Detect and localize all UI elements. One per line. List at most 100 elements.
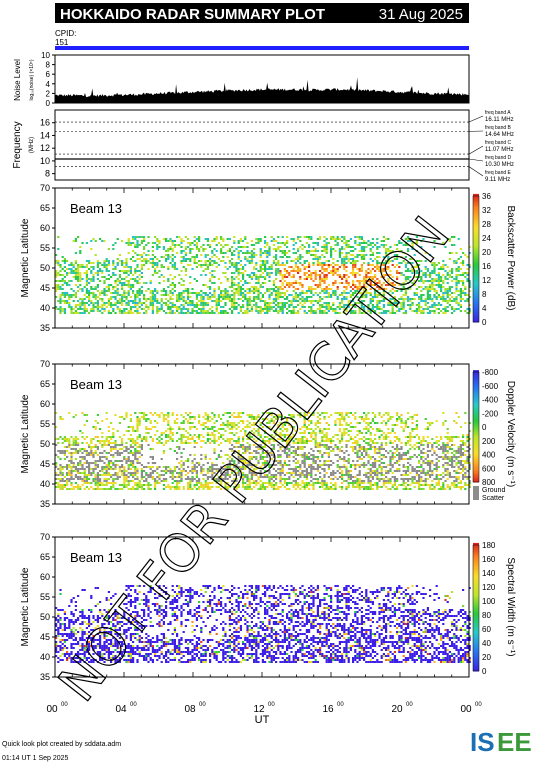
scatter-cell	[57, 236, 60, 238]
colorbar-segment	[473, 266, 479, 270]
scatter-cell	[455, 262, 458, 264]
scatter-cell	[319, 280, 322, 282]
scatter-cell	[224, 472, 227, 474]
scatter-cell	[270, 428, 273, 430]
scatter-cell	[453, 310, 456, 312]
scatter-cell	[332, 258, 335, 260]
scatter-cell	[239, 468, 242, 470]
scatter-cell	[255, 450, 258, 452]
scatter-cell	[437, 284, 440, 286]
scatter-cell	[204, 256, 207, 258]
scatter-cell	[213, 292, 216, 294]
panel-background	[55, 188, 469, 328]
scatter-cell	[114, 292, 117, 294]
scatter-cell	[224, 478, 227, 480]
scatter-cell	[281, 274, 284, 276]
frequency-band-pointer	[468, 166, 484, 177]
scatter-cell	[57, 482, 60, 484]
scatter-cell	[268, 438, 271, 440]
scatter-cell	[244, 486, 247, 488]
scatter-cell	[101, 306, 104, 308]
scatter-cell	[96, 308, 99, 310]
scatter-cell	[171, 260, 174, 262]
scatter-cell	[202, 436, 205, 438]
scatter-cell	[437, 278, 440, 280]
scatter-cell	[171, 240, 174, 242]
scatter-cell	[121, 286, 124, 288]
scatter-cell	[371, 254, 374, 256]
scatter-cell	[242, 274, 245, 276]
scatter-cell	[338, 256, 341, 258]
scatter-cell	[299, 298, 302, 300]
scatter-cell	[367, 304, 370, 306]
scatter-cell	[231, 444, 234, 446]
scatter-cell	[55, 288, 58, 290]
scatter-cell	[222, 480, 225, 482]
scatter-cell	[94, 452, 97, 454]
scatter-cell	[198, 480, 201, 482]
scatter-cell	[360, 250, 363, 252]
scatter-cell	[424, 272, 427, 274]
scatter-cell	[226, 438, 229, 440]
scatter-cell	[211, 310, 214, 312]
scatter-cell	[268, 266, 271, 268]
scatter-cell	[422, 300, 425, 302]
scatter-cell	[420, 298, 423, 300]
scatter-cell	[233, 242, 236, 244]
scatter-cell	[444, 246, 447, 248]
scatter-cell	[334, 282, 337, 284]
scatter-cell	[435, 296, 438, 298]
scatter-cell	[323, 292, 326, 294]
scatter-cell	[167, 422, 170, 424]
scatter-cell	[250, 258, 253, 260]
scatter-cell	[220, 442, 223, 444]
scatter-cell	[334, 268, 337, 270]
scatter-cell	[365, 276, 368, 278]
scatter-cell	[189, 426, 192, 428]
scatter-cell	[105, 412, 108, 414]
scatter-cell	[292, 300, 295, 302]
scatter-cell	[121, 270, 124, 272]
scatter-cell	[151, 456, 154, 458]
scatter-cell	[90, 278, 93, 280]
scatter-cell	[310, 310, 313, 312]
scatter-cell	[257, 292, 260, 294]
scatter-cell	[112, 264, 115, 266]
scatter-cell	[138, 412, 141, 414]
lat-ytick-label: 45	[40, 283, 50, 293]
scatter-cell	[70, 296, 73, 298]
scatter-cell	[72, 488, 75, 490]
scatter-cell	[246, 302, 249, 304]
scatter-cell	[233, 254, 236, 256]
scatter-cell	[213, 440, 216, 442]
scatter-cell	[325, 246, 328, 248]
scatter-cell	[261, 468, 264, 470]
scatter-cell	[213, 294, 216, 296]
scatter-cell	[459, 280, 462, 282]
scatter-cell	[237, 256, 240, 258]
scatter-cell	[68, 298, 71, 300]
scatter-cell	[237, 426, 240, 428]
scatter-cell	[360, 254, 363, 256]
scatter-cell	[374, 288, 377, 290]
scatter-cell	[151, 294, 154, 296]
scatter-cell	[268, 250, 271, 252]
scatter-cell	[327, 308, 330, 310]
scatter-cell	[235, 464, 238, 466]
noise-ytick-label: 10	[41, 51, 50, 60]
scatter-cell	[154, 420, 157, 422]
scatter-cell	[233, 250, 236, 252]
scatter-cell	[187, 312, 190, 314]
scatter-cell	[129, 300, 132, 302]
scatter-cell	[380, 308, 383, 310]
scatter-cell	[376, 294, 379, 296]
scatter-cell	[68, 438, 71, 440]
scatter-cell	[391, 292, 394, 294]
scatter-cell	[297, 250, 300, 252]
scatter-cell	[341, 236, 344, 238]
scatter-cell	[94, 426, 97, 428]
scatter-cell	[444, 300, 447, 302]
scatter-cell	[277, 264, 280, 266]
scatter-cell	[121, 302, 124, 304]
scatter-cell	[222, 246, 225, 248]
